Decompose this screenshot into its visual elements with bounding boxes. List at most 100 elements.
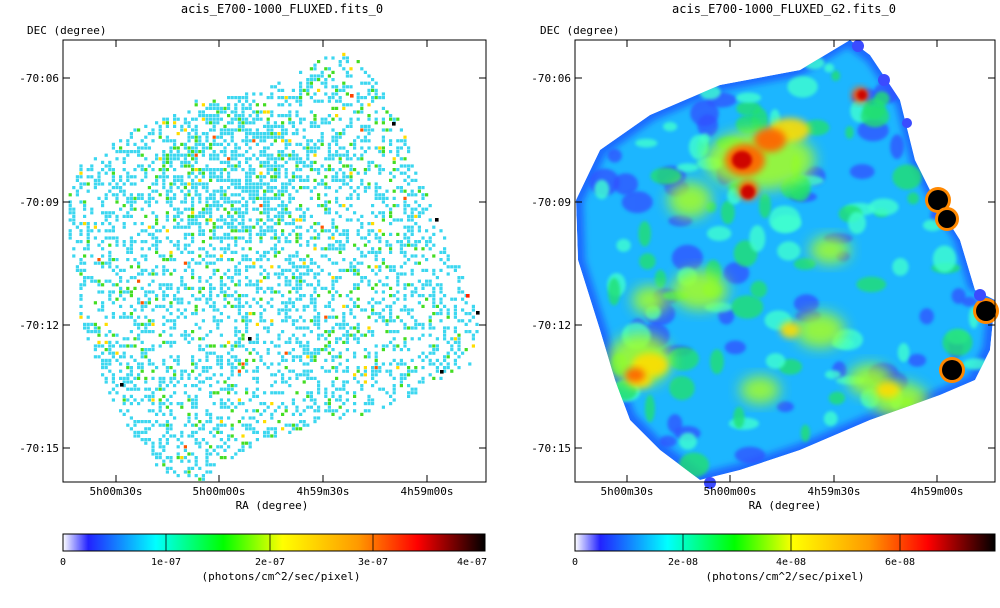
left-data-pixel bbox=[248, 132, 252, 136]
left-data-pixel bbox=[209, 128, 213, 132]
left-data-pixel bbox=[327, 340, 331, 344]
left-data-pixel bbox=[360, 157, 364, 161]
left-data-pixel bbox=[151, 330, 155, 334]
left-data-pixel bbox=[324, 207, 328, 211]
left-data-pixel bbox=[299, 315, 303, 319]
left-data-pixel bbox=[255, 250, 259, 254]
left-data-pixel bbox=[101, 366, 105, 370]
left-data-pixel bbox=[335, 340, 339, 344]
left-data-pixel bbox=[255, 351, 259, 355]
left-data-pixel bbox=[446, 254, 450, 258]
left-data-pixel bbox=[338, 96, 342, 100]
left-data-pixel bbox=[374, 182, 378, 186]
left-data-pixel bbox=[342, 387, 346, 391]
left-data-pixel bbox=[230, 294, 234, 298]
left-data-pixel bbox=[169, 340, 173, 344]
left-data-pixel bbox=[205, 297, 209, 301]
left-data-pixel bbox=[288, 182, 292, 186]
left-data-pixel bbox=[187, 132, 191, 136]
left-data-pixel bbox=[248, 175, 252, 179]
left-data-pixel bbox=[137, 362, 141, 366]
left-data-pixel bbox=[198, 427, 202, 431]
left-data-pixel bbox=[335, 150, 339, 154]
left-data-pixel bbox=[266, 225, 270, 229]
left-data-pixel bbox=[115, 193, 119, 197]
left-data-pixel bbox=[191, 434, 195, 438]
left-data-pixel bbox=[90, 322, 94, 326]
left-data-pixel bbox=[389, 286, 393, 290]
left-data-pixel bbox=[176, 225, 180, 229]
left-data-pixel bbox=[252, 427, 256, 431]
left-data-pixel bbox=[252, 121, 256, 125]
left-data-pixel bbox=[162, 258, 166, 262]
left-data-pixel bbox=[79, 268, 83, 272]
left-data-pixel bbox=[173, 218, 177, 222]
left-data-pixel bbox=[219, 236, 223, 240]
left-data-pixel bbox=[284, 276, 288, 280]
left-data-pixel bbox=[205, 204, 209, 208]
left-data-pixel bbox=[205, 344, 209, 348]
left-data-pixel bbox=[155, 214, 159, 218]
left-data-pixel bbox=[302, 304, 306, 308]
left-data-pixel bbox=[327, 207, 331, 211]
left-data-pixel bbox=[205, 146, 209, 150]
left-data-pixel bbox=[180, 297, 184, 301]
left-data-pixel bbox=[353, 355, 357, 359]
left-data-pixel bbox=[288, 214, 292, 218]
left-data-pixel bbox=[79, 261, 83, 265]
left-data-pixel bbox=[324, 85, 328, 89]
left-data-pixel bbox=[133, 258, 137, 262]
left-data-pixel bbox=[291, 175, 295, 179]
left-data-pixel bbox=[144, 229, 148, 233]
left-data-pixel bbox=[187, 470, 191, 474]
left-data-pixel bbox=[403, 254, 407, 258]
left-data-pixel bbox=[129, 135, 133, 139]
left-data-pixel bbox=[165, 268, 169, 272]
left-data-pixel bbox=[270, 304, 274, 308]
left-data-pixel bbox=[309, 189, 313, 193]
left-data-pixel bbox=[331, 358, 335, 362]
left-data-pixel bbox=[169, 376, 173, 380]
left-data-pixel bbox=[111, 283, 115, 287]
left-data-pixel bbox=[363, 135, 367, 139]
left-data-pixel bbox=[331, 247, 335, 251]
left-data-pixel bbox=[108, 222, 112, 226]
left-data-pixel bbox=[399, 139, 403, 143]
left-frame bbox=[62, 39, 487, 483]
left-data-pixel bbox=[237, 308, 241, 312]
left-data-pixel bbox=[162, 168, 166, 172]
left-data-pixel bbox=[295, 128, 299, 132]
left-data-pixel bbox=[144, 258, 148, 262]
right-mid-region bbox=[824, 63, 835, 73]
left-data-pixel bbox=[270, 153, 274, 157]
left-data-pixel bbox=[281, 124, 285, 128]
left-data-pixel bbox=[432, 272, 436, 276]
left-data-pixel bbox=[457, 348, 461, 352]
left-data-pixel bbox=[313, 319, 317, 323]
left-data-pixel bbox=[191, 369, 195, 373]
left-data-pixel bbox=[151, 160, 155, 164]
left-data-pixel bbox=[327, 315, 331, 319]
left-data-pixel bbox=[446, 272, 450, 276]
left-data-pixel bbox=[144, 124, 148, 128]
left-data-pixel bbox=[212, 121, 216, 125]
left-data-pixel bbox=[137, 430, 141, 434]
left-data-pixel bbox=[108, 243, 112, 247]
left-data-pixel bbox=[212, 193, 216, 197]
left-data-pixel bbox=[309, 81, 313, 85]
right-mid-region bbox=[831, 70, 841, 81]
right-low-region bbox=[668, 215, 693, 227]
left-data-pixel bbox=[288, 96, 292, 100]
left-data-pixel bbox=[198, 337, 202, 341]
left-data-pixel bbox=[464, 348, 468, 352]
left-data-pixel bbox=[273, 196, 277, 200]
left-data-pixel bbox=[407, 182, 411, 186]
left-data-pixel bbox=[252, 391, 256, 395]
left-data-pixel bbox=[205, 279, 209, 283]
left-data-pixel bbox=[302, 258, 306, 262]
left-data-pixel bbox=[371, 88, 375, 92]
left-data-pixel bbox=[299, 358, 303, 362]
left-data-pixel bbox=[381, 106, 385, 110]
left-data-pixel bbox=[263, 362, 267, 366]
left-data-pixel bbox=[353, 409, 357, 413]
